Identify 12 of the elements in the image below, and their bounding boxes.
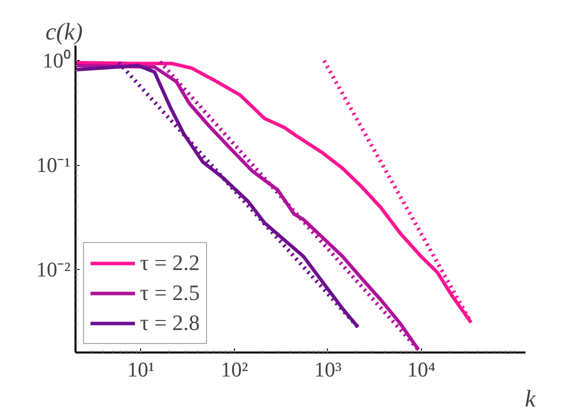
- legend-label: τ = 2.5: [140, 279, 200, 307]
- y-tick-label: 10⁻¹: [36, 153, 70, 178]
- legend-label: τ = 2.8: [140, 309, 200, 337]
- x-tick-label: 10²: [220, 358, 248, 382]
- y-tick-label: 10⁰: [42, 48, 70, 73]
- legend-label: τ = 2.2: [140, 249, 200, 277]
- x-axis-title: k: [524, 386, 536, 412]
- y-axis-title: c(k): [46, 20, 83, 46]
- x-tick-label: 10³: [314, 358, 342, 382]
- y-tick-label: 10⁻²: [36, 257, 70, 282]
- x-tick-label: 10⁴: [407, 358, 436, 382]
- x-tick-label: 10¹: [127, 358, 154, 382]
